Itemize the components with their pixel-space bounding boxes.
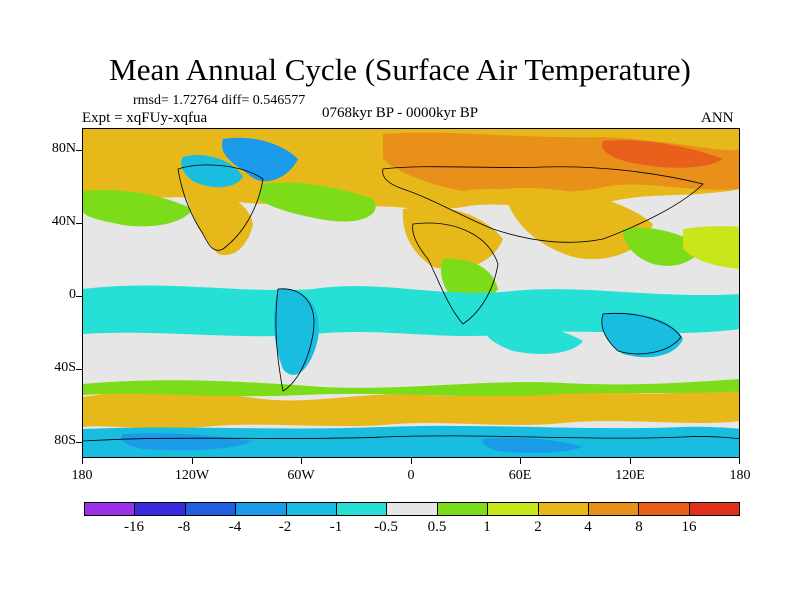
lat-tick	[76, 369, 82, 370]
coastline-africa	[412, 222, 499, 325]
colorbar-swatch	[336, 503, 388, 515]
lon-tick	[301, 458, 302, 464]
lon-label-180w: 180	[71, 468, 93, 483]
colorbar-label: -0.5	[374, 519, 398, 535]
north-pacific-green	[83, 189, 193, 227]
indian-ocean-cool	[482, 322, 583, 354]
colorbar-label: 8	[635, 519, 643, 535]
colorbar-swatch	[185, 503, 237, 515]
lat-label-80n: 80N	[51, 141, 76, 156]
colorbar-swatch	[538, 503, 589, 515]
lon-label-180e: 180	[729, 468, 751, 483]
lat-label-0: 0	[69, 287, 76, 302]
lon-tick	[192, 458, 193, 464]
colorbar-label: 4	[584, 519, 592, 535]
colorbar-label: -8	[177, 519, 191, 535]
rmsd-diff-stats: rmsd= 1.72764 diff= 0.546577	[133, 93, 306, 108]
lat-label-80s: 80S	[54, 433, 76, 448]
colorbar-label: 16	[681, 519, 697, 535]
north-atlantic-green	[258, 182, 376, 222]
lon-tick	[411, 458, 412, 464]
colorbar-label: -1	[329, 519, 343, 535]
lon-label-120w: 120W	[174, 468, 210, 483]
lon-label-60w: 60W	[287, 468, 315, 483]
coastline-south-america	[275, 288, 315, 392]
colorbar-label: -2	[278, 519, 292, 535]
colorbar-label: 0.5	[427, 519, 447, 535]
lon-label-0: 0	[407, 468, 415, 483]
asia-warm	[503, 188, 653, 260]
coastlines	[83, 164, 739, 442]
colorbar-label: -16	[124, 519, 144, 535]
colorbar-swatch	[488, 503, 539, 515]
coastline-north-america	[177, 164, 264, 251]
australia-cool	[601, 312, 683, 358]
colorbar-swatch	[236, 503, 287, 515]
colorbar-swatch	[639, 503, 690, 515]
lon-label-120e: 120E	[615, 468, 645, 483]
colorbar-label: -4	[228, 519, 242, 535]
lat-tick	[76, 223, 82, 224]
canada-cool-patch	[181, 155, 243, 188]
coastline-antarctica	[83, 435, 739, 442]
antarctica-cool-patch	[482, 437, 583, 453]
arctic-hot-spot	[602, 140, 723, 168]
colorbar-label: 1	[483, 519, 491, 535]
temperature-anomaly-map	[82, 128, 740, 458]
colorbar-label: 2	[534, 519, 542, 535]
lat-tick	[76, 442, 82, 443]
coastline-australia	[601, 313, 682, 355]
lon-tick	[82, 458, 83, 464]
lat-tick	[76, 150, 82, 151]
pacific-warm-green	[683, 226, 739, 269]
greenland-cool-patch	[222, 137, 298, 182]
lon-tick	[520, 458, 521, 464]
colorbar-swatch	[437, 503, 489, 515]
lon-tick	[630, 458, 631, 464]
africa-green	[441, 258, 498, 304]
south-america-cool	[273, 288, 319, 375]
lat-tick	[76, 296, 82, 297]
period-label: 0768kyr BP - 0000kyr BP	[322, 105, 479, 121]
colorbar-swatch	[85, 503, 136, 515]
season-label: ANN	[701, 110, 734, 126]
colorbar	[84, 502, 740, 516]
coastline-eurasia	[382, 166, 704, 243]
antarctica-cool-core	[121, 433, 254, 451]
colorbar-swatch	[387, 503, 438, 515]
lat-label-40s: 40S	[54, 360, 76, 375]
plot-title: Mean Annual Cycle (Surface Air Temperatu…	[109, 52, 691, 87]
colorbar-swatch	[135, 503, 186, 515]
colorbar-swatch	[286, 503, 337, 515]
lat-label-40n: 40N	[51, 214, 76, 229]
southern-ocean-warm-band	[83, 387, 739, 429]
experiment-label: Expt = xqFUy-xqfua	[82, 110, 208, 126]
lon-label-60e: 60E	[508, 468, 532, 483]
colorbar-swatch	[689, 503, 740, 515]
equatorial-cool-band	[83, 285, 739, 337]
colorbar-swatch	[588, 503, 640, 515]
southern-ocean-green-band	[83, 379, 739, 397]
lon-tick	[739, 458, 740, 464]
